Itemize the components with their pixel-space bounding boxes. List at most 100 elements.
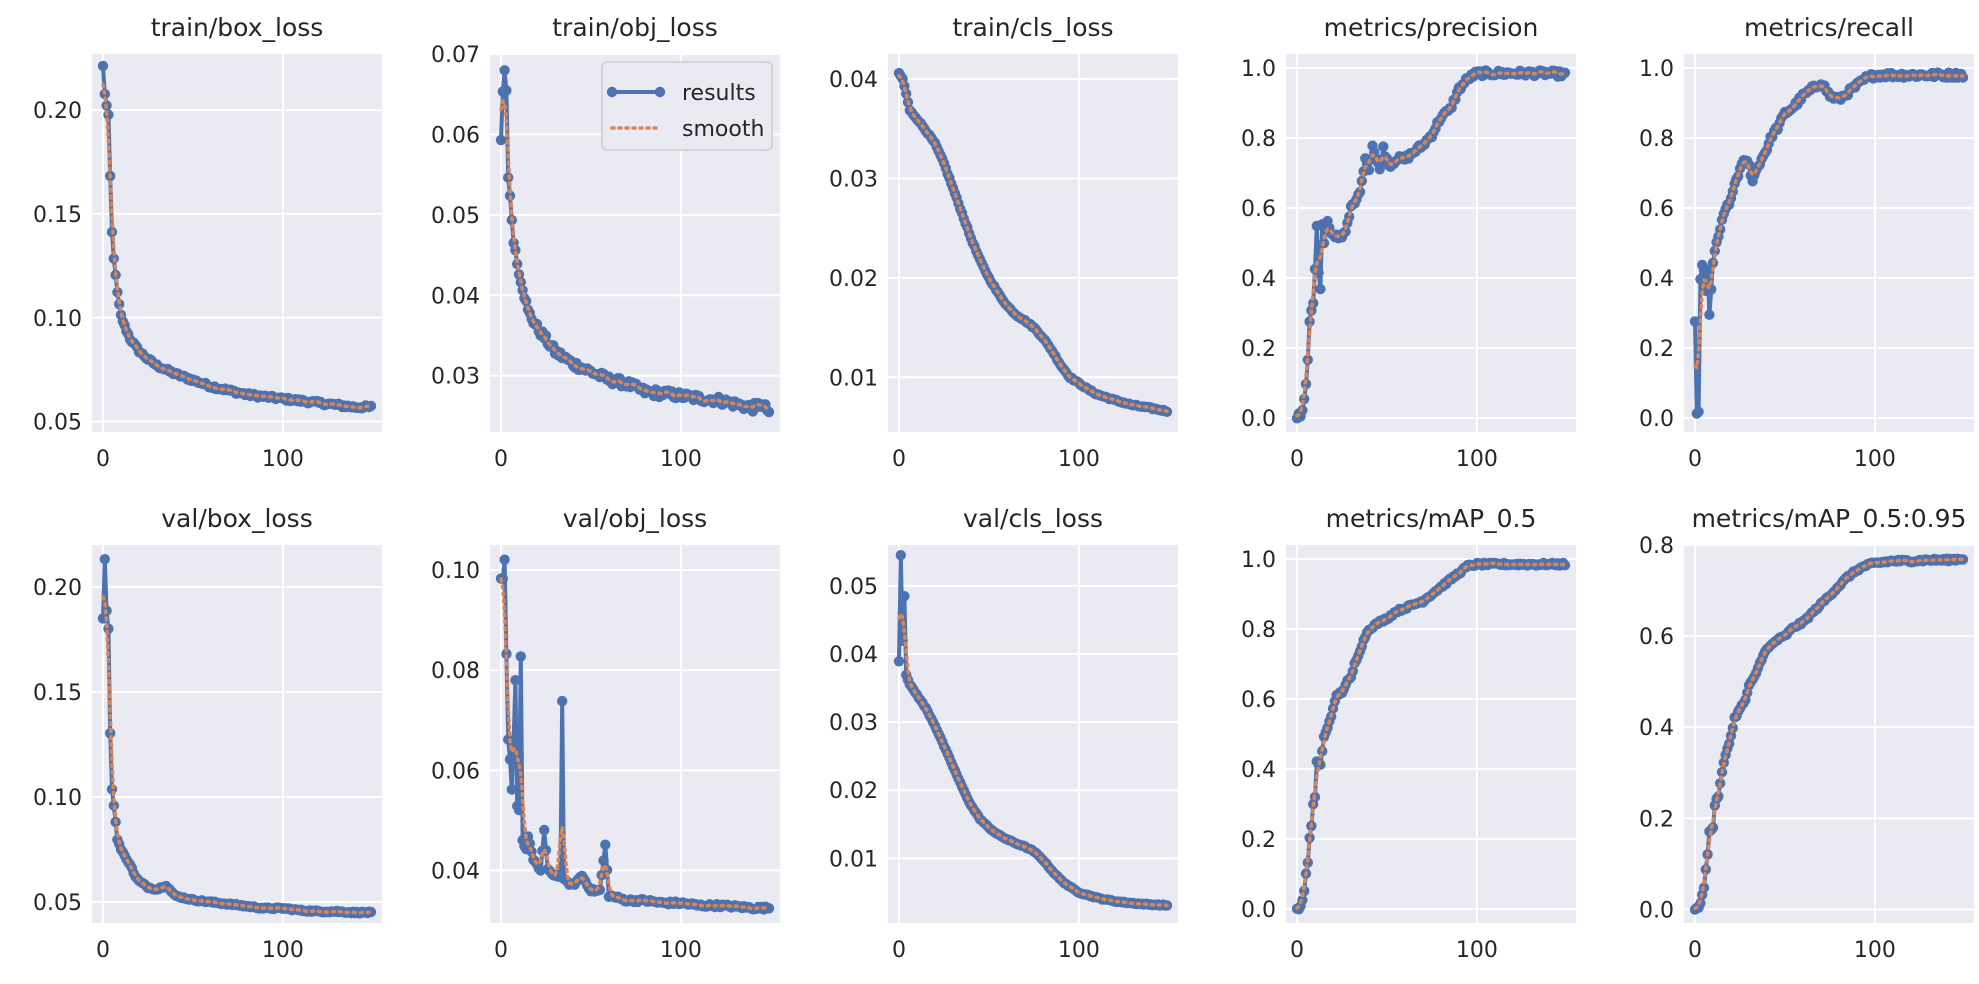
results-point bbox=[515, 651, 526, 662]
y-tick-label: 0.20 bbox=[33, 99, 82, 124]
smooth-line bbox=[1693, 72, 1965, 372]
chart-title: val/box_loss bbox=[161, 504, 312, 533]
results-point bbox=[99, 554, 111, 565]
panel-val-cls-loss: 0.01 0.02 0.03 0.04 0.05 0 100 val/cls_loss bbox=[829, 504, 1178, 963]
series-group bbox=[1291, 65, 1571, 424]
y-tick-label: 0.08 bbox=[431, 659, 480, 684]
x-tick-label: 100 bbox=[1058, 447, 1100, 472]
results-point bbox=[497, 573, 508, 584]
panel-metrics-precision: 0.0 0.2 0.4 0.6 0.8 1.0 0 100 metrics/precision bbox=[1241, 13, 1576, 472]
y-tick-label: 0.15 bbox=[33, 203, 82, 228]
legend-label: results bbox=[682, 81, 756, 106]
chart-title: metrics/mAP_0.5 bbox=[1326, 504, 1537, 533]
results-point bbox=[105, 728, 116, 739]
x-tick-label: 0 bbox=[1290, 938, 1304, 963]
legend-results-marker bbox=[654, 86, 666, 98]
series-group bbox=[1689, 553, 1969, 915]
chart-title: train/obj_loss bbox=[552, 13, 718, 42]
x-tick-label: 0 bbox=[494, 447, 508, 472]
y-tick-label: 0.8 bbox=[1241, 127, 1276, 152]
panel-val-box-loss: 0.05 0.10 0.15 0.20 0 100 val/box_loss bbox=[33, 504, 382, 963]
series-group bbox=[1689, 67, 1969, 419]
y-tick-label: 0.0 bbox=[1639, 407, 1674, 432]
panel-metrics-map-0-5: 0.0 0.2 0.4 0.6 0.8 1.0 0 100 metrics/mAP_0.5 bbox=[1241, 504, 1576, 963]
chart-title: train/cls_loss bbox=[952, 13, 1113, 42]
panel-metrics-map-0-5-0-95: 0.0 0.2 0.4 0.6 0.8 0 100 metrics/mAP_0.5:0.95 bbox=[1639, 504, 1974, 963]
smooth-line bbox=[897, 608, 1169, 908]
results-point bbox=[512, 258, 523, 270]
plot-area bbox=[1286, 54, 1576, 432]
results-point bbox=[600, 839, 611, 850]
smooth-line bbox=[499, 577, 771, 911]
y-tick-label: 0.03 bbox=[829, 711, 878, 736]
smooth-line bbox=[1693, 557, 1965, 911]
plot-area bbox=[1286, 545, 1576, 923]
y-tick-label: 0.03 bbox=[431, 365, 480, 390]
panel-train-obj-loss: 0.03 0.04 0.05 0.06 0.07 0 100 train/obj_lossre… bbox=[431, 13, 780, 472]
y-tick-label: 0.6 bbox=[1639, 197, 1674, 222]
results-point bbox=[501, 85, 512, 96]
results-point bbox=[893, 656, 905, 667]
y-tick-label: 0.06 bbox=[431, 123, 480, 148]
results-point bbox=[1704, 309, 1715, 320]
x-tick-label: 0 bbox=[892, 447, 906, 472]
smooth-line bbox=[897, 73, 1169, 413]
chart-title: metrics/recall bbox=[1744, 13, 1914, 42]
x-tick-label: 100 bbox=[1854, 938, 1896, 963]
x-tick-label: 100 bbox=[1854, 447, 1896, 472]
results-point bbox=[1693, 406, 1704, 417]
series-group bbox=[495, 65, 775, 418]
y-tick-label: 0.2 bbox=[1639, 807, 1674, 832]
series-group bbox=[495, 554, 775, 915]
plot-area bbox=[92, 54, 382, 432]
results-point bbox=[510, 675, 521, 686]
y-tick-label: 0.04 bbox=[431, 284, 480, 309]
y-tick-label: 0.04 bbox=[829, 643, 878, 668]
chart-title: metrics/mAP_0.5:0.95 bbox=[1692, 504, 1967, 533]
y-tick-label: 0.2 bbox=[1241, 337, 1276, 362]
y-tick-label: 0.05 bbox=[33, 411, 82, 436]
y-tick-label: 0.8 bbox=[1241, 618, 1276, 643]
x-tick-label: 0 bbox=[1290, 447, 1304, 472]
results-point bbox=[539, 824, 550, 836]
series-group bbox=[893, 550, 1173, 911]
plot-area bbox=[888, 545, 1178, 923]
results-point bbox=[510, 245, 521, 256]
results-point bbox=[899, 591, 910, 602]
results-point bbox=[504, 754, 516, 765]
x-tick-label: 0 bbox=[892, 938, 906, 963]
results-point bbox=[495, 134, 507, 146]
plot-area bbox=[92, 545, 382, 923]
chart-title: val/obj_loss bbox=[563, 504, 707, 533]
x-tick-label: 0 bbox=[1688, 938, 1702, 963]
series-group bbox=[893, 67, 1173, 417]
legend: results smooth bbox=[601, 61, 773, 151]
y-tick-label: 0.01 bbox=[829, 366, 878, 391]
y-tick-label: 1.0 bbox=[1241, 548, 1276, 573]
x-tick-label: 0 bbox=[494, 938, 508, 963]
smooth-line bbox=[499, 98, 771, 412]
results-point bbox=[365, 906, 377, 918]
y-tick-label: 0.04 bbox=[431, 859, 480, 884]
y-tick-label: 0.4 bbox=[1241, 267, 1276, 292]
y-tick-label: 0.4 bbox=[1241, 758, 1276, 783]
results-point bbox=[501, 648, 512, 660]
y-tick-label: 0.2 bbox=[1639, 337, 1674, 362]
y-tick-label: 1.0 bbox=[1241, 57, 1276, 82]
plot-area bbox=[888, 54, 1178, 432]
panel-val-obj-loss: 0.04 0.06 0.08 0.10 0 100 val/obj_loss bbox=[431, 504, 780, 963]
results-point bbox=[1695, 274, 1706, 285]
x-tick-label: 100 bbox=[1456, 938, 1498, 963]
smooth-line bbox=[101, 595, 373, 915]
y-tick-label: 0.10 bbox=[33, 307, 82, 332]
chart-title: metrics/precision bbox=[1324, 13, 1539, 42]
panel-train-cls-loss: 0.01 0.02 0.03 0.04 0 100 train/cls_loss bbox=[829, 13, 1178, 472]
chart-title: val/cls_loss bbox=[963, 504, 1103, 533]
x-tick-label: 0 bbox=[1688, 447, 1702, 472]
results-point bbox=[506, 784, 517, 795]
plot-area bbox=[1684, 54, 1974, 432]
y-tick-label: 1.0 bbox=[1639, 57, 1674, 82]
chart-title: train/box_loss bbox=[151, 13, 324, 42]
results-point bbox=[1378, 141, 1389, 152]
legend-label: smooth bbox=[682, 117, 764, 142]
